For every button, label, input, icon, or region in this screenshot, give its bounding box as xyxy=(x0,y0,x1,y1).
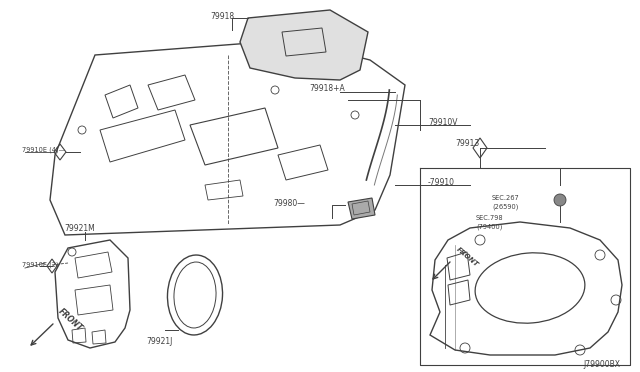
Text: SEC.267: SEC.267 xyxy=(492,195,520,201)
Text: 79980—: 79980— xyxy=(273,199,305,208)
Text: (26590): (26590) xyxy=(492,204,518,210)
Text: 79918: 79918 xyxy=(210,12,234,20)
Polygon shape xyxy=(240,10,368,80)
Text: FRONT: FRONT xyxy=(57,307,84,333)
Text: 79918+A: 79918+A xyxy=(309,83,345,93)
Text: 79913: 79913 xyxy=(455,138,479,148)
Text: J79900BX: J79900BX xyxy=(583,360,620,369)
Circle shape xyxy=(554,194,566,206)
Text: SEC.798: SEC.798 xyxy=(476,215,504,221)
Text: 79910V: 79910V xyxy=(428,118,458,126)
Text: 79921J: 79921J xyxy=(147,337,173,346)
Polygon shape xyxy=(348,198,375,219)
Text: (79400): (79400) xyxy=(476,224,502,230)
Text: -79910: -79910 xyxy=(428,177,455,186)
Text: 79921M: 79921M xyxy=(65,224,95,232)
Text: 79910E (4)—: 79910E (4)— xyxy=(22,147,65,153)
Text: FRONT: FRONT xyxy=(455,246,479,268)
Text: 79910E (2): 79910E (2) xyxy=(22,262,59,268)
